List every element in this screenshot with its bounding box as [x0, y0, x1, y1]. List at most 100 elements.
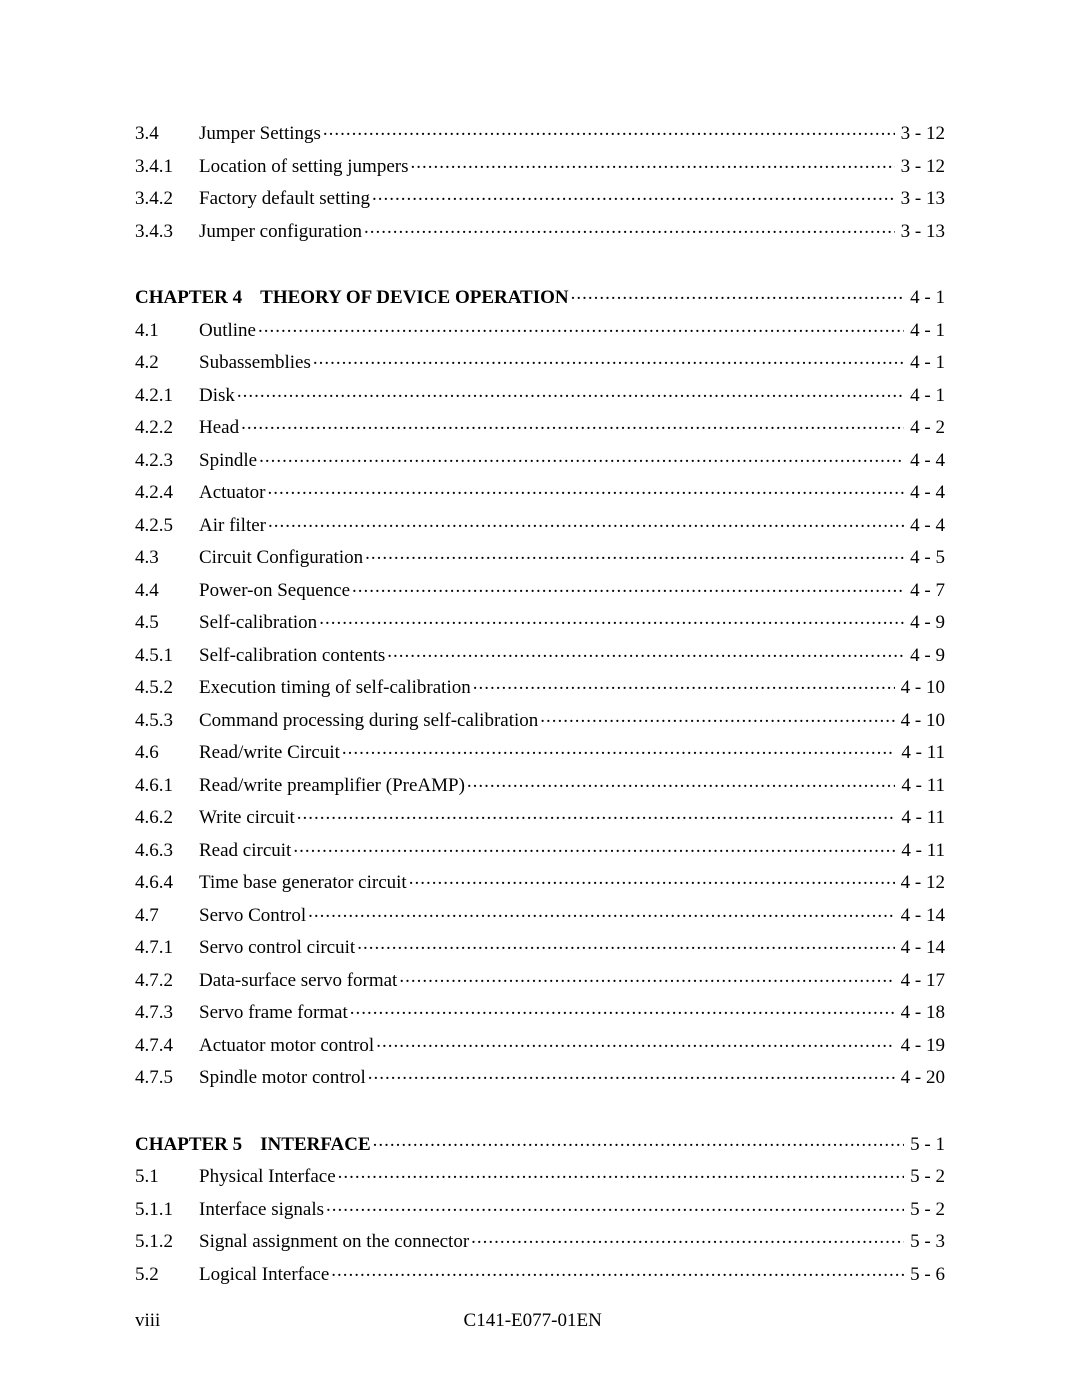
dot-leader	[399, 967, 894, 986]
toc-item-line: 5.1.2Signal assignment on the connector5…	[135, 1228, 945, 1251]
toc-section-title: Servo Control	[199, 906, 306, 925]
toc-section-title: Location of setting jumpers	[199, 157, 408, 176]
dot-leader	[350, 999, 895, 1018]
toc-item-line: 3.4.1Location of setting jumpers 3 - 12	[135, 153, 945, 176]
toc-item-line: 3.4.2Factory default setting3 - 13	[135, 185, 945, 208]
toc-section-number: 4.5.1	[135, 646, 199, 665]
toc-section-number: 3.4.1	[135, 157, 199, 176]
chapter-title: THEORY OF DEVICE OPERATION	[260, 288, 568, 307]
dot-leader	[313, 349, 904, 368]
dot-leader	[372, 185, 895, 204]
toc-section-number: 4.2.5	[135, 516, 199, 535]
page-footer: viii C141-E077-01EN	[135, 1310, 945, 1332]
toc-section-title: Data-surface servo format	[199, 971, 397, 990]
toc-section-number: 4.6.2	[135, 808, 199, 827]
toc-item-line: 5.2Logical Interface5 - 6	[135, 1261, 945, 1284]
toc-section-number: 4.2.1	[135, 386, 199, 405]
toc-section-number: 4.7.3	[135, 1003, 199, 1022]
footer-page-number: viii	[135, 1310, 160, 1332]
toc-page-ref: 4 - 11	[897, 776, 945, 795]
toc-item-line: 4.4Power-on Sequence4 - 7	[135, 577, 945, 600]
dot-leader	[326, 1196, 904, 1215]
toc-page-ref: 4 - 10	[897, 711, 945, 730]
dot-leader	[323, 120, 895, 139]
toc-section-number: 4.2.4	[135, 483, 199, 502]
footer-right-spacer	[905, 1310, 945, 1332]
toc-section-title: Time base generator circuit	[199, 873, 407, 892]
toc-section-title: Disk	[199, 386, 235, 405]
toc-page-ref: 4 - 9	[906, 613, 945, 632]
dot-leader	[259, 447, 904, 466]
toc-section-title: Physical Interface	[199, 1167, 336, 1186]
toc-item-line: 4.6.2Write circuit4 - 11	[135, 804, 945, 827]
toc-item-line: 4.7Servo Control 4 - 14	[135, 902, 945, 925]
toc-page-ref: 4 - 12	[897, 873, 945, 892]
toc-item-line: 4.1Outline4 - 1	[135, 317, 945, 340]
dot-leader	[319, 609, 904, 628]
toc-page-ref: 4 - 9	[906, 646, 945, 665]
dot-leader	[268, 512, 904, 531]
dot-leader	[540, 707, 894, 726]
toc-page-ref: 4 - 10	[897, 678, 945, 697]
dot-leader	[410, 153, 894, 172]
chapter-label: CHAPTER 4	[135, 288, 242, 307]
toc-section-number: 4.7	[135, 906, 199, 925]
toc-page-ref: 4 - 4	[906, 483, 945, 502]
toc-section-title: Write circuit	[199, 808, 295, 827]
toc-item-line: 4.2.1Disk4 - 1	[135, 382, 945, 405]
dot-leader	[471, 1228, 904, 1247]
toc-page-ref: 4 - 7	[906, 581, 945, 600]
toc-item-line: 4.6.4Time base generator circuit4 - 12	[135, 869, 945, 892]
dot-leader	[357, 934, 894, 953]
toc-page-ref: 4 - 20	[897, 1068, 945, 1087]
dot-leader	[364, 218, 895, 237]
toc-item-line: 4.7.5Spindle motor control4 - 20	[135, 1064, 945, 1087]
toc-section-number: 4.6	[135, 743, 199, 762]
toc-section-number: 4.6.1	[135, 776, 199, 795]
toc-section-number: 4.7.2	[135, 971, 199, 990]
toc-item-line: 5.1Physical Interface 5 - 2	[135, 1163, 945, 1186]
toc-page-ref: 5 - 2	[906, 1167, 945, 1186]
toc-section-title: Circuit Configuration	[199, 548, 363, 567]
dot-leader	[387, 642, 904, 661]
toc-item-line: 4.2.4Actuator4 - 4	[135, 479, 945, 502]
toc-item-line: 4.7.2Data-surface servo format4 - 17	[135, 967, 945, 990]
toc-section-title: Jumper configuration	[199, 222, 362, 241]
toc-section-title: Self-calibration	[199, 613, 317, 632]
dot-leader	[365, 544, 904, 563]
toc-section-title: Spindle	[199, 451, 257, 470]
toc-section-title: Signal assignment on the connector	[199, 1232, 469, 1251]
toc-page-ref: 4 - 2	[906, 418, 945, 437]
toc-page-ref: 4 - 11	[897, 841, 945, 860]
toc-section-number: 4.7.1	[135, 938, 199, 957]
dot-leader	[241, 414, 904, 433]
toc-section-title: Subassemblies	[199, 353, 311, 372]
dot-leader	[473, 674, 895, 693]
toc-item-line: 4.6.3Read circuit4 - 11	[135, 837, 945, 860]
footer-doc-id: C141-E077-01EN	[160, 1310, 905, 1332]
dot-leader	[368, 1064, 895, 1083]
toc-item-line: 4.6Read/write Circuit 4 - 11	[135, 739, 945, 762]
toc-page-ref: 5 - 3	[906, 1232, 945, 1251]
toc-page-ref: 4 - 11	[897, 743, 945, 762]
toc-section-number: 4.4	[135, 581, 199, 600]
toc-item-line: 4.5.2Execution timing of self-calibratio…	[135, 674, 945, 697]
dot-leader	[409, 869, 895, 888]
toc-section-title: Head	[199, 418, 239, 437]
toc-section-title: Read/write Circuit	[199, 743, 340, 762]
toc-section-title: Read/write preamplifier (PreAMP)	[199, 776, 465, 795]
toc-section-number: 5.1	[135, 1167, 199, 1186]
toc-page-ref: 3 - 12	[897, 157, 945, 176]
toc-item-line: 4.7.4Actuator motor control4 - 19	[135, 1032, 945, 1055]
dot-leader	[338, 1163, 905, 1182]
toc-chapter-line: CHAPTER 4 THEORY OF DEVICE OPERATION 4 - 1	[135, 284, 945, 307]
toc-section-number: 5.1.1	[135, 1200, 199, 1219]
toc-page-ref: 4 - 1	[906, 353, 945, 372]
toc-section-number: 4.2.3	[135, 451, 199, 470]
toc-page-ref: 4 - 4	[906, 451, 945, 470]
toc-item-line: 4.7.3Servo frame format4 - 18	[135, 999, 945, 1022]
toc-section-number: 4.5.2	[135, 678, 199, 697]
toc-page-ref: 4 - 1	[906, 288, 945, 307]
toc-page-ref: 4 - 14	[897, 906, 945, 925]
toc-section-number: 3.4.2	[135, 189, 199, 208]
